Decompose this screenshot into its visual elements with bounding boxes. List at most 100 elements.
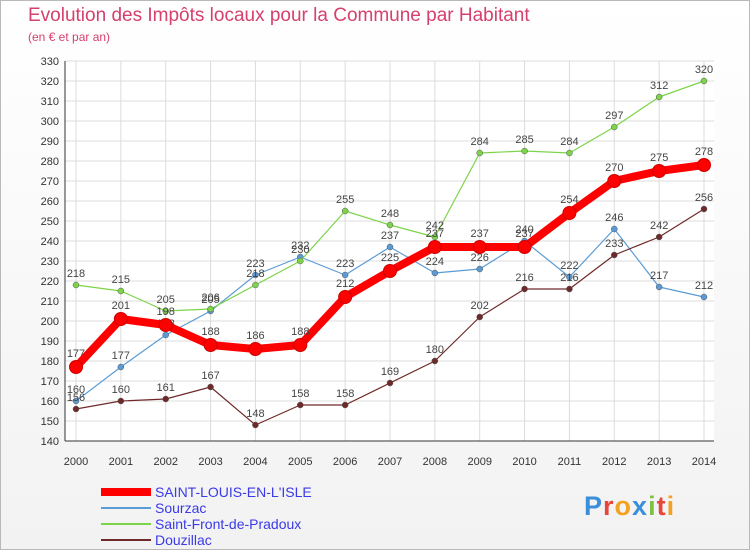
y-tick-label: 170	[41, 376, 59, 388]
data-label: 180	[426, 344, 444, 356]
data-label: 270	[605, 162, 623, 174]
data-label: 275	[650, 152, 668, 164]
x-tick-label: 2000	[64, 456, 88, 468]
brand-letter: P	[584, 491, 604, 521]
brand-letter: r	[603, 491, 615, 521]
data-point	[341, 207, 349, 215]
data-label: 202	[471, 300, 489, 312]
data-point	[476, 265, 483, 273]
data-label: 222	[560, 260, 578, 272]
data-point	[207, 383, 214, 391]
data-point	[297, 257, 304, 265]
data-point	[158, 318, 173, 332]
data-label: 312	[650, 80, 668, 92]
data-label: 216	[515, 272, 533, 284]
data-point	[252, 421, 259, 429]
data-label: 188	[291, 326, 309, 338]
data-label: 256	[695, 192, 713, 204]
data-label: 216	[560, 272, 578, 284]
legend-swatch	[101, 488, 151, 496]
brand-letter: i	[666, 491, 676, 521]
data-point	[386, 243, 394, 251]
data-label: 158	[291, 388, 309, 400]
x-tick-label: 2004	[243, 456, 267, 468]
y-tick-label: 190	[41, 336, 59, 348]
legend-label: SAINT-LOUIS-EN-L'ISLE	[155, 484, 312, 500]
y-tick-label: 200	[41, 316, 59, 328]
data-point	[162, 307, 169, 315]
data-label: 217	[650, 270, 668, 282]
data-label: 320	[695, 64, 713, 76]
data-label: 237	[381, 230, 399, 242]
data-point	[521, 147, 528, 155]
data-label: 215	[112, 274, 130, 286]
y-tick-label: 320	[41, 76, 59, 88]
data-point	[72, 397, 80, 405]
data-label: 198	[157, 306, 175, 318]
data-point	[655, 93, 663, 101]
y-tick-label: 250	[41, 216, 59, 228]
data-point	[293, 338, 308, 352]
y-tick-label: 270	[41, 176, 59, 188]
data-label: 237	[426, 228, 444, 240]
data-point	[72, 281, 80, 289]
data-point	[252, 281, 259, 289]
data-point	[566, 149, 573, 157]
data-point	[472, 240, 487, 254]
data-point	[338, 290, 353, 304]
data-point	[341, 401, 349, 409]
data-label: 248	[381, 208, 399, 220]
x-tick-label: 2014	[692, 456, 716, 468]
x-tick-label: 2005	[288, 456, 312, 468]
data-point	[117, 363, 125, 371]
data-point	[652, 164, 667, 178]
data-label: 177	[112, 350, 130, 362]
data-label: 237	[471, 228, 489, 240]
data-label: 240	[515, 224, 533, 236]
data-label: 285	[515, 134, 533, 146]
data-point	[655, 283, 663, 291]
data-label: 206	[201, 292, 219, 304]
y-tick-label: 230	[41, 256, 59, 268]
data-point	[700, 205, 708, 213]
x-tick-label: 2009	[467, 456, 491, 468]
data-label: 230	[291, 244, 309, 256]
x-tick-label: 2013	[647, 456, 671, 468]
data-label: 167	[201, 370, 219, 382]
data-label: 233	[605, 238, 623, 250]
data-point	[386, 221, 394, 229]
data-point	[162, 331, 169, 339]
data-point	[248, 342, 263, 356]
y-tick-label: 140	[41, 436, 59, 448]
data-point	[383, 264, 397, 278]
legend-label: Douzillac	[155, 532, 212, 548]
x-tick-label: 2007	[378, 456, 402, 468]
data-label: 201	[112, 300, 130, 312]
data-point	[117, 397, 125, 405]
data-label: 226	[471, 252, 489, 264]
x-tick-label: 2008	[423, 456, 447, 468]
data-point	[476, 149, 483, 157]
data-point	[117, 287, 125, 295]
data-label: 205	[201, 294, 219, 306]
y-tick-label: 180	[41, 356, 59, 368]
data-point	[431, 357, 439, 365]
data-label: 160	[112, 384, 130, 396]
y-tick-label: 160	[41, 396, 59, 408]
legend-swatch	[101, 523, 151, 525]
data-label: 297	[605, 110, 623, 122]
data-point	[431, 269, 439, 277]
data-label: 177	[67, 348, 85, 360]
data-point	[521, 285, 528, 293]
data-label: 188	[201, 326, 219, 338]
data-point	[611, 123, 618, 131]
data-label: 223	[246, 258, 264, 270]
y-tick-label: 330	[41, 56, 59, 68]
data-label: 161	[157, 382, 175, 394]
data-point	[562, 206, 577, 220]
data-label: 255	[336, 194, 354, 206]
data-point	[207, 305, 214, 313]
data-point	[203, 338, 218, 352]
data-point	[341, 271, 349, 279]
